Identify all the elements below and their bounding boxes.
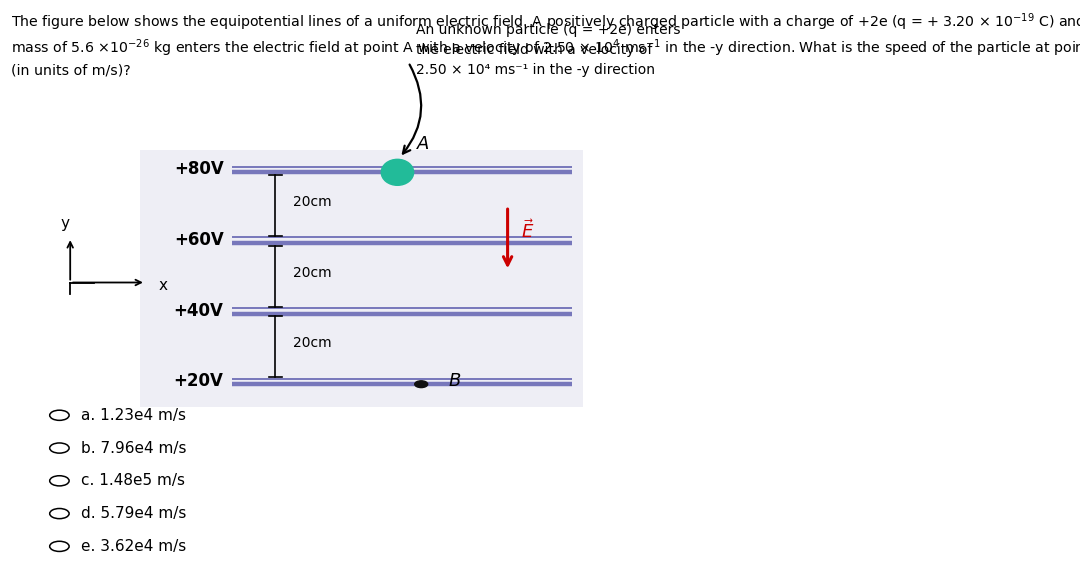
- Text: y: y: [60, 215, 69, 231]
- Text: 20cm: 20cm: [293, 195, 332, 209]
- Text: A: A: [417, 134, 429, 153]
- Text: d. 5.79e4 m/s: d. 5.79e4 m/s: [81, 506, 187, 521]
- Text: B: B: [448, 372, 460, 390]
- Text: (in units of m/s)?: (in units of m/s)?: [11, 63, 131, 77]
- Text: a. 1.23e4 m/s: a. 1.23e4 m/s: [81, 408, 186, 423]
- FancyBboxPatch shape: [227, 150, 578, 407]
- Text: $\vec{E}$: $\vec{E}$: [521, 219, 534, 242]
- Text: The figure below shows the equipotential lines of a uniform electric field. A po: The figure below shows the equipotential…: [11, 11, 1080, 33]
- FancyBboxPatch shape: [140, 150, 583, 407]
- Text: 20cm: 20cm: [293, 336, 332, 350]
- Circle shape: [415, 381, 428, 388]
- FancyArrowPatch shape: [403, 64, 421, 154]
- Text: x: x: [159, 278, 167, 293]
- Text: +60V: +60V: [174, 231, 224, 249]
- Ellipse shape: [381, 159, 414, 185]
- Text: e. 3.62e4 m/s: e. 3.62e4 m/s: [81, 539, 186, 554]
- Text: mass of 5.6 ×10$^{-26}$ kg enters the electric field at point A with a velocity : mass of 5.6 ×10$^{-26}$ kg enters the el…: [11, 37, 1080, 59]
- Text: b. 7.96e4 m/s: b. 7.96e4 m/s: [81, 441, 187, 455]
- Text: An unknown particle (q = +2e) enters
the electric field with a velocity of
2.50 : An unknown particle (q = +2e) enters the…: [416, 23, 680, 77]
- Text: +40V: +40V: [174, 302, 224, 320]
- Text: +20V: +20V: [174, 372, 224, 390]
- Text: +80V: +80V: [174, 160, 224, 179]
- Text: c. 1.48e5 m/s: c. 1.48e5 m/s: [81, 473, 185, 488]
- Text: 20cm: 20cm: [293, 266, 332, 280]
